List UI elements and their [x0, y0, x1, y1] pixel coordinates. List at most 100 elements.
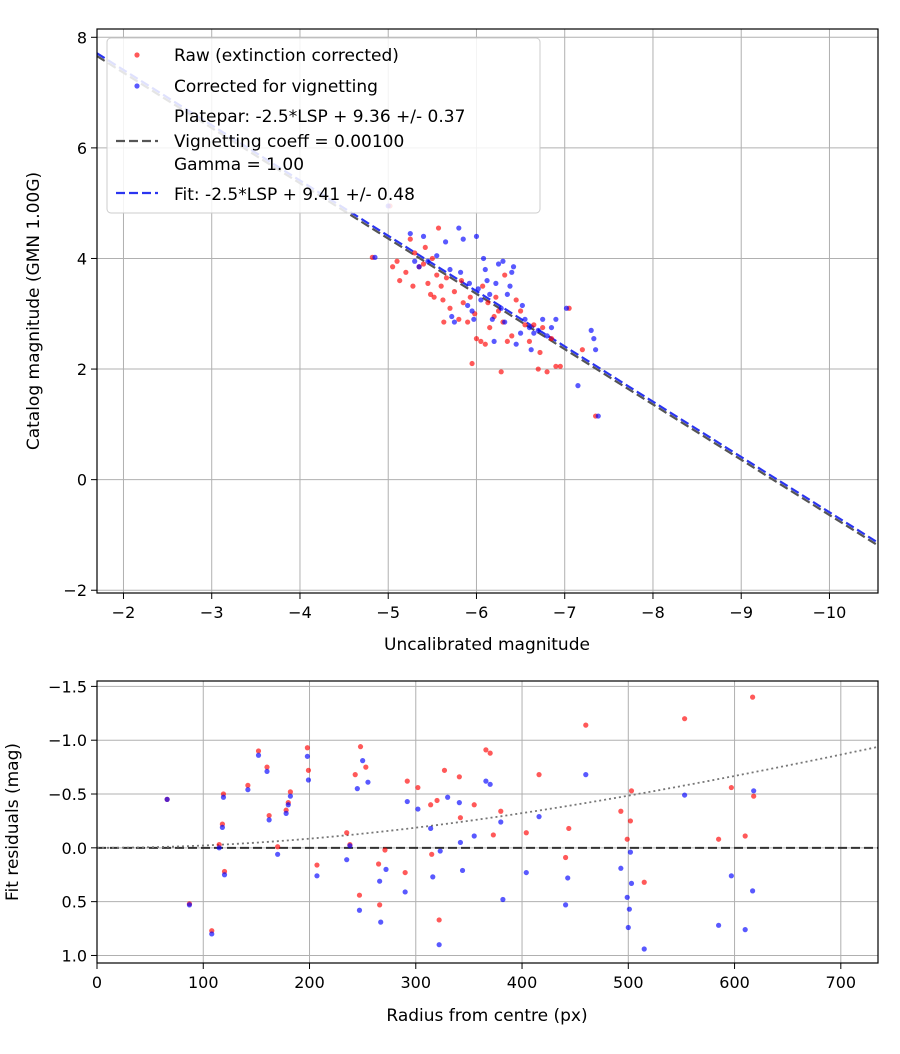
data-point [456, 316, 462, 322]
data-point [415, 806, 421, 812]
data-point [475, 286, 481, 292]
data-point [716, 836, 722, 842]
x-tick-label: 0 [92, 973, 102, 992]
data-point [548, 336, 555, 342]
data-point [352, 772, 358, 778]
x-tick-label: −9 [729, 603, 753, 622]
data-point [209, 931, 215, 937]
data-point [356, 907, 363, 913]
y-tick-label: 8 [77, 28, 87, 47]
data-point [728, 873, 734, 879]
data-point [544, 333, 550, 339]
data-point [566, 825, 572, 832]
data-point [537, 349, 543, 356]
data-point [219, 824, 225, 830]
data-point [593, 347, 599, 353]
data-point [504, 338, 510, 345]
data-point [522, 316, 528, 322]
data-point [412, 258, 418, 264]
data-point [457, 269, 464, 275]
y-tick-label: −1.0 [48, 731, 87, 750]
data-point [624, 894, 630, 900]
data-point [469, 308, 475, 314]
data-point [266, 817, 272, 823]
data-point [434, 253, 440, 259]
data-point [517, 330, 524, 336]
data-point [435, 225, 442, 231]
data-point [447, 266, 453, 273]
data-point [429, 851, 435, 857]
data-point [487, 781, 493, 787]
data-point [513, 297, 519, 303]
data-point [528, 347, 534, 353]
data-point [466, 280, 473, 286]
data-point [507, 283, 513, 289]
data-point [563, 305, 570, 311]
calibration-axes-frame [96, 28, 879, 594]
data-point [583, 772, 589, 778]
data-point [716, 922, 722, 928]
data-point [500, 258, 506, 264]
data-point [407, 236, 413, 242]
x-tick-label: −3 [200, 603, 224, 622]
data-point [245, 787, 251, 793]
x-tick-label: 200 [294, 973, 325, 992]
x-tick-label: −5 [376, 603, 400, 622]
data-point [427, 291, 434, 298]
data-point [526, 338, 533, 345]
y-tick-label: 0.5 [62, 893, 87, 912]
data-point [221, 872, 228, 878]
data-point [751, 788, 757, 794]
data-point [618, 808, 624, 814]
x-tick-label: −6 [465, 603, 489, 622]
data-point [480, 283, 486, 289]
data-point [356, 892, 363, 898]
data-point [523, 830, 529, 836]
data-point [415, 784, 421, 791]
data-point [459, 867, 466, 874]
data-point [428, 825, 434, 832]
legend-fit-label: Fit: -2.5*LSP + 9.41 +/- 0.48 [174, 185, 415, 205]
data-point [456, 225, 462, 231]
calibration-points [369, 203, 601, 419]
vignetting-curve [97, 745, 879, 849]
calibration-y-ticks: −2 0 2 4 6 8 [63, 28, 97, 600]
data-point [304, 753, 310, 759]
data-point [410, 283, 416, 289]
data-point [264, 764, 270, 770]
legend-gamma-label: Gamma = 1.00 [174, 155, 304, 175]
data-point [627, 849, 634, 855]
data-point [255, 748, 262, 754]
data-point [548, 324, 555, 331]
data-point [365, 779, 371, 785]
residuals-plot: 0 100 200 300 400 500 600 700 −1.5 −1.0 −0.5 0.0 0.… [3, 677, 879, 1026]
data-point [402, 889, 408, 895]
legend-box [106, 37, 541, 214]
x-tick-label: 300 [401, 973, 432, 992]
data-point [682, 716, 688, 722]
data-point [502, 319, 508, 325]
data-point [595, 413, 601, 419]
data-point [482, 266, 488, 273]
y-tick-label: 4 [77, 249, 87, 268]
data-point [487, 750, 493, 756]
data-point [431, 294, 437, 300]
data-point [287, 789, 293, 795]
data-point [750, 694, 756, 700]
data-point [517, 308, 524, 314]
data-point [403, 269, 409, 275]
data-point [625, 924, 631, 931]
x-tick-label: 400 [507, 973, 538, 992]
residuals-axes-frame [96, 680, 879, 964]
residuals-x-axis-label: Radius from centre (px) [386, 1006, 587, 1026]
data-point [347, 843, 353, 849]
data-point [305, 767, 312, 773]
data-point [357, 744, 364, 750]
data-point [428, 802, 434, 808]
data-point [509, 333, 515, 339]
data-point [344, 857, 350, 863]
data-point [383, 866, 389, 872]
data-point [344, 830, 350, 836]
y-tick-label: 2 [77, 360, 87, 379]
